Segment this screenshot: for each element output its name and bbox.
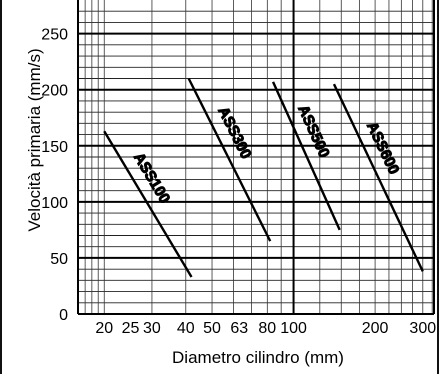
- x-tick-label: 63: [230, 320, 248, 337]
- series-label: ASS100: [130, 150, 173, 207]
- x-tick-label: 50: [203, 320, 221, 337]
- x-axis-label: Diametro cilindro (mm): [172, 348, 344, 367]
- y-tick-label: 100: [41, 195, 68, 212]
- y-tick-label: 250: [41, 27, 68, 44]
- y-tick-label: 150: [41, 139, 68, 156]
- minor-gridlines: [78, 0, 434, 314]
- x-tick-label: 30: [143, 320, 161, 337]
- series-line: [271, 81, 341, 231]
- x-tick-labels: 20 25 30 40 50 63 80 100 200 300: [95, 320, 436, 337]
- x-tick-label: 300: [409, 320, 436, 337]
- x-tick-label: 200: [362, 320, 389, 337]
- series-line: [103, 130, 193, 278]
- major-gridlines: [77, 0, 435, 315]
- y-tick-labels: 0 50 100 150 200 250: [41, 27, 68, 324]
- y-tick-label: 50: [50, 251, 68, 268]
- series-label: ASS300: [214, 104, 254, 162]
- series-label: ASS500: [294, 102, 332, 160]
- y-tick-label: 200: [41, 83, 68, 100]
- x-tick-label: 40: [177, 320, 195, 337]
- x-tick-label: 100: [280, 320, 307, 337]
- x-tick-label: 25: [122, 320, 140, 337]
- y-tick-label: 0: [59, 307, 68, 324]
- y-axis-label: Velocità primaria (mm/s): [25, 48, 44, 231]
- series-line: [187, 77, 272, 242]
- x-tick-label: 20: [95, 320, 113, 337]
- series-line: [332, 83, 424, 272]
- x-tick-label: 80: [258, 320, 276, 337]
